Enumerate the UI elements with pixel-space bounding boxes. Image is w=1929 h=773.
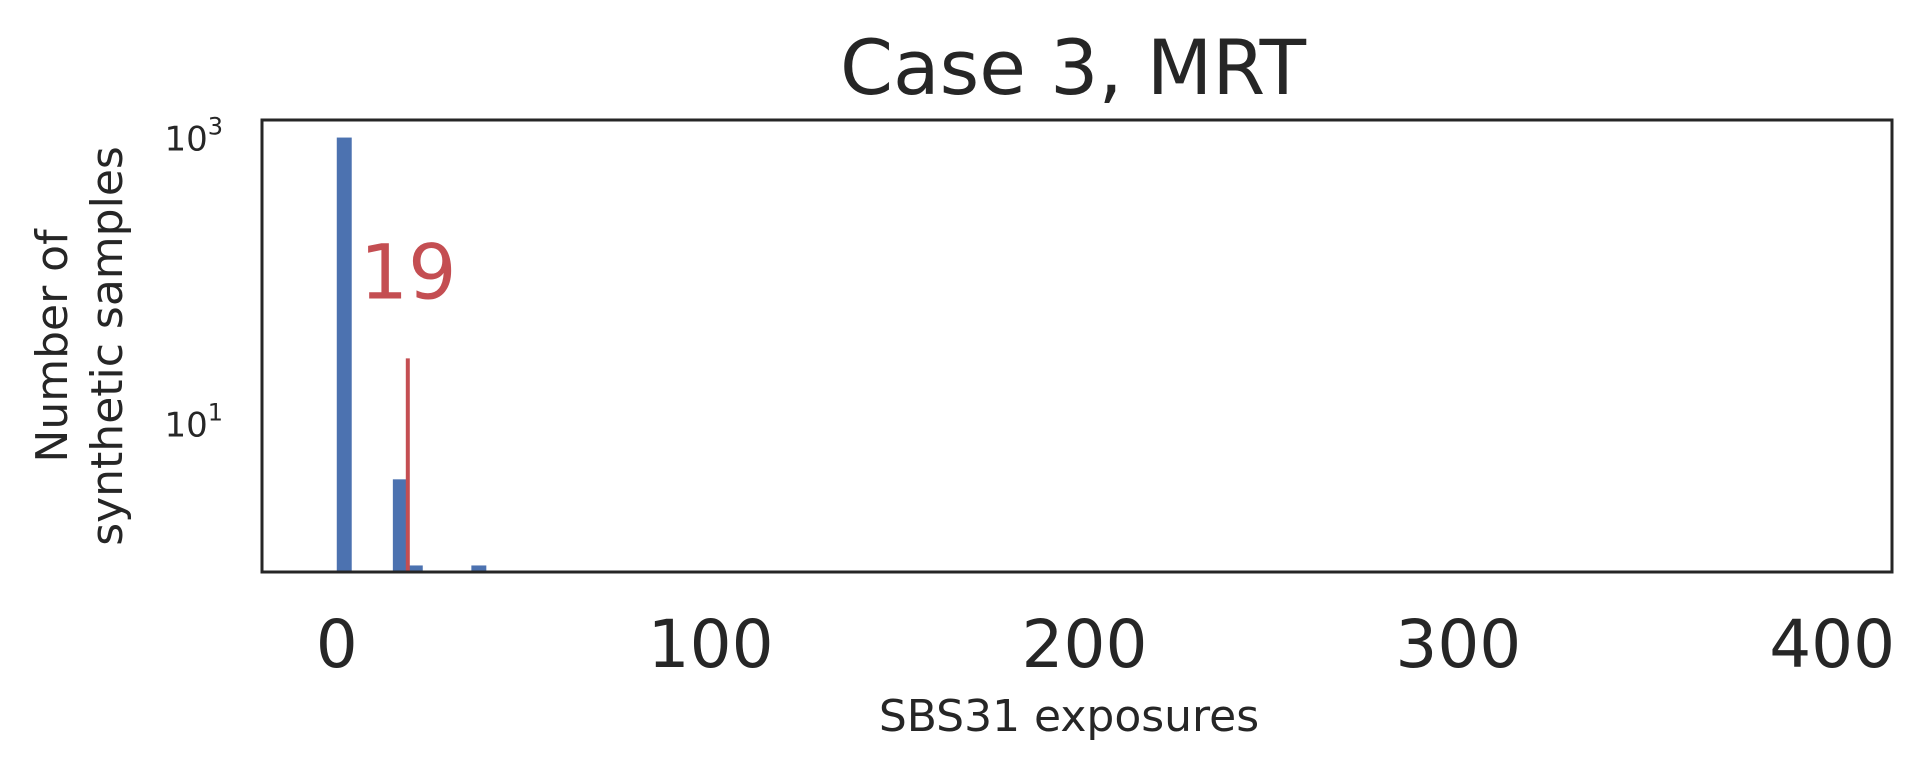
histogram-bar [336,137,352,573]
y-axis-label-line-1: Number of [27,228,78,463]
histogram-bars [336,137,487,573]
histogram-bar [471,565,487,572]
x-axis-ticks: 0 100 200 300 400 [316,606,1895,683]
x-tick-label: 300 [1395,606,1521,683]
histogram-bar [407,565,423,572]
y-tick-label: 101 [164,398,223,445]
y-axis-label-line-2: synthetic samples [82,146,133,546]
plot-frame [260,118,1894,574]
y-axis-ticks: 103 101 [164,112,223,445]
value-marker: 19 [360,227,457,572]
x-tick-label: 0 [316,606,358,683]
x-tick-label: 100 [648,606,774,683]
y-tick-label: 103 [164,112,223,159]
x-tick-label: 400 [1769,606,1895,683]
histogram-bar [392,479,408,572]
chart-title: Case 3, MRT [840,23,1307,112]
x-axis-label: SBS31 exposures [879,691,1259,742]
x-tick-label: 200 [1021,606,1147,683]
marker-value-label: 19 [360,227,457,316]
y-axis-label: Number of synthetic samples [27,146,133,546]
